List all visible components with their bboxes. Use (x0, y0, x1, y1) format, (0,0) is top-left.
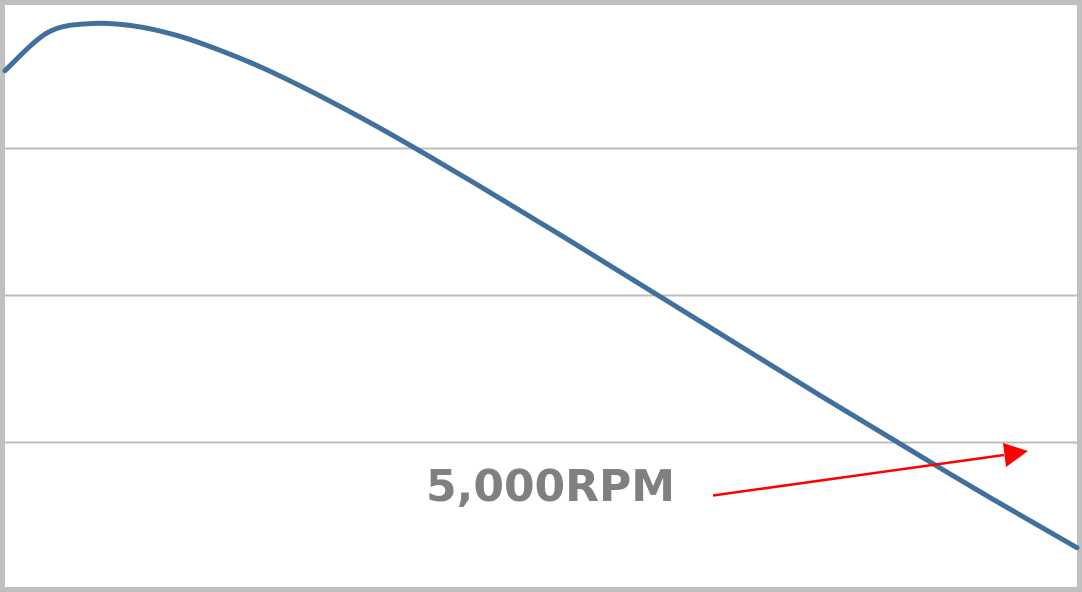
series-line (2, 20, 1080, 551)
arrow-shaft (712, 453, 1005, 497)
gridlines (5, 147, 1080, 444)
annotation-label: 5,000RPM (426, 461, 676, 512)
annotation-arrow (712, 443, 1028, 497)
arrow-head-icon (1003, 443, 1028, 467)
